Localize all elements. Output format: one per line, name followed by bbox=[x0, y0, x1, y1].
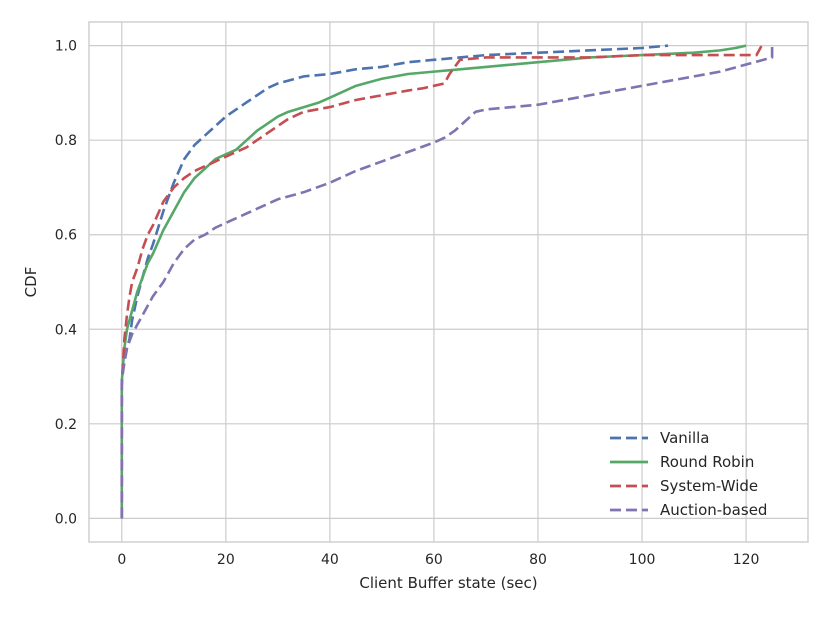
y-axis-label: CDF bbox=[22, 267, 40, 298]
y-tick-label: 0.4 bbox=[55, 322, 77, 338]
series-line-vanilla bbox=[120, 44, 669, 519]
x-tick-label: 60 bbox=[425, 552, 443, 568]
x-tick-label: 80 bbox=[529, 552, 547, 568]
x-tick-label: 20 bbox=[217, 552, 235, 568]
tick-labels: 0 20 40 60 80 100 120 0.0 0.2 0.4 0.6 0.8 1.0 bbox=[55, 39, 760, 568]
grid bbox=[89, 22, 808, 542]
x-tick-label: 40 bbox=[321, 552, 339, 568]
plot-frame bbox=[88, 21, 809, 543]
series-layer bbox=[120, 44, 774, 519]
legend-label-vanilla: Vanilla bbox=[660, 429, 710, 447]
x-tick-label: 120 bbox=[733, 552, 760, 568]
y-tick-label: 0.2 bbox=[55, 417, 77, 433]
y-tick-label: 0.0 bbox=[55, 511, 77, 527]
legend-label-round-robin: Round Robin bbox=[660, 453, 754, 471]
legend-label-auction-based: Auction-based bbox=[660, 501, 767, 519]
series-line-auction-based bbox=[120, 45, 774, 519]
series-line-system-wide bbox=[120, 45, 763, 519]
y-tick-label: 0.8 bbox=[55, 133, 77, 149]
x-tick-label: 100 bbox=[629, 552, 656, 568]
y-tick-label: 0.6 bbox=[55, 228, 77, 244]
legend: Vanilla Round Robin System-Wide Auction-bas… bbox=[610, 429, 767, 519]
y-tick-label: 1.0 bbox=[55, 39, 77, 55]
x-axis-label: Client Buffer state (sec) bbox=[359, 574, 537, 592]
legend-label-system-wide: System-Wide bbox=[660, 477, 758, 495]
x-tick-label: 0 bbox=[117, 552, 126, 568]
series-line-round-robin bbox=[120, 44, 747, 519]
